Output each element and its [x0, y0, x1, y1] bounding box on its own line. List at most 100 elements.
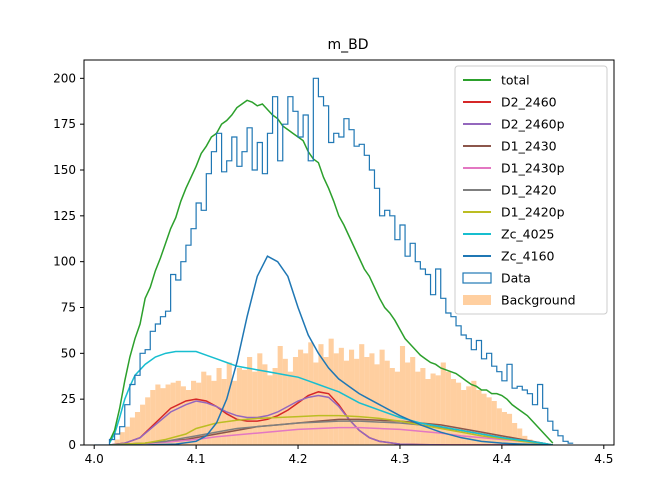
series-line-d1-2430: [109, 418, 553, 445]
background-bar: [211, 380, 217, 445]
background-bar: [369, 353, 375, 445]
background-bar: [379, 349, 385, 445]
legend-label: D2_2460: [501, 95, 557, 110]
background-bar: [389, 368, 395, 445]
background-bar: [384, 360, 390, 445]
background-bar: [506, 413, 513, 445]
legend: total D2_2460 D2_2460p D1_2430 D1_2430p D1_24…: [454, 65, 608, 315]
y-tick-label: 200: [53, 71, 76, 85]
background-bar: [374, 364, 380, 445]
background-bar: [399, 346, 406, 445]
background-bar: [440, 362, 446, 445]
x-tick-label: 4.2: [288, 452, 307, 466]
background-bar: [134, 412, 141, 445]
y-tick-label: 75: [61, 301, 76, 315]
background-bar: [231, 380, 237, 445]
x-tick-label: 4.1: [187, 452, 206, 466]
background-bar: [323, 357, 329, 445]
legend-label: D1_2420p: [501, 205, 565, 220]
background-bar: [298, 349, 304, 445]
x-tick-label: 4.4: [492, 452, 511, 466]
x-tick-label: 4.0: [85, 452, 104, 466]
background-bar: [318, 344, 324, 445]
background-bar: [292, 357, 299, 445]
background-bar: [491, 401, 497, 445]
background-bar: [226, 362, 232, 445]
background-bar: [338, 347, 344, 445]
y-tick-label: 175: [53, 117, 76, 131]
background-bar: [481, 393, 487, 445]
background-bar: [267, 375, 273, 445]
background-bar: [343, 360, 349, 445]
series-line-zc-4160: [109, 255, 553, 445]
background-bar: [450, 379, 457, 445]
legend-box: [454, 65, 608, 315]
background-bar: [501, 412, 507, 445]
axes: 4.0 4.1 4.2 4.3 4.4 4.5 0 25 50 75 100 125 150 175 200: [53, 71, 613, 466]
background-bar: [129, 417, 135, 445]
background-bar: [364, 357, 370, 445]
background-bar: [241, 369, 248, 445]
background-bar: [512, 423, 518, 445]
legend-label: D1_2430: [501, 139, 557, 154]
background-bar: [333, 353, 339, 445]
background-bar: [262, 364, 268, 445]
legend-label: D1_2430p: [501, 161, 565, 176]
background-bar: [236, 368, 242, 445]
legend-swatch: [463, 295, 491, 305]
background-bar: [328, 338, 334, 445]
background-bar: [119, 432, 125, 445]
legend-label: Data: [501, 271, 531, 286]
background-bar: [517, 428, 523, 445]
x-tick-label: 4.5: [594, 452, 613, 466]
legend-label: Zc_4160: [501, 249, 555, 264]
background-bar: [257, 353, 263, 445]
background-bar: [425, 379, 431, 445]
background-bar: [277, 346, 283, 445]
legend-label: Zc_4025: [501, 227, 555, 242]
background-bar: [476, 390, 482, 445]
series-line-d2-2460p: [109, 394, 553, 445]
y-tick-label: 150: [53, 163, 76, 177]
series-line-total: [108, 99, 554, 444]
chart-title: m_BD: [327, 37, 368, 53]
background-bar: [175, 380, 181, 445]
background-bar: [145, 397, 151, 445]
plot-frame: [83, 59, 615, 446]
background-bar: [140, 404, 146, 445]
legend-swatch: [462, 272, 492, 284]
background-bar: [150, 390, 156, 445]
series-line-d1-2430p: [109, 426, 553, 445]
background-bar: [496, 408, 502, 445]
background-bar: [206, 375, 212, 445]
y-tick-label: 100: [53, 255, 76, 269]
background-bar: [272, 368, 278, 445]
background-bar: [435, 375, 441, 445]
y-tick-label: 50: [61, 346, 76, 360]
background-bar: [349, 349, 355, 445]
background-bar: [180, 386, 186, 445]
background-bar: [415, 371, 421, 445]
background-bar: [420, 368, 426, 445]
series-line-zc-4025: [108, 350, 553, 445]
background-bar: [456, 382, 462, 445]
background-bar: [216, 368, 222, 445]
background-bar: [313, 362, 319, 445]
legend-label: Background: [501, 293, 576, 308]
background-bar: [430, 373, 436, 445]
x-tick-label: 4.3: [390, 452, 409, 466]
background-bar: [461, 390, 467, 445]
background-bar: [410, 357, 416, 445]
background-bar: [252, 371, 258, 445]
background-bar: [155, 384, 161, 445]
y-tick-label: 0: [68, 438, 76, 452]
background-bar: [471, 380, 477, 445]
background-bar: [282, 358, 288, 445]
background-bar: [124, 426, 130, 445]
background-bar: [170, 382, 176, 445]
background-bar: [196, 382, 202, 445]
background-bar: [308, 342, 314, 445]
y-tick-label: 125: [53, 209, 76, 223]
background-bar: [405, 362, 411, 445]
